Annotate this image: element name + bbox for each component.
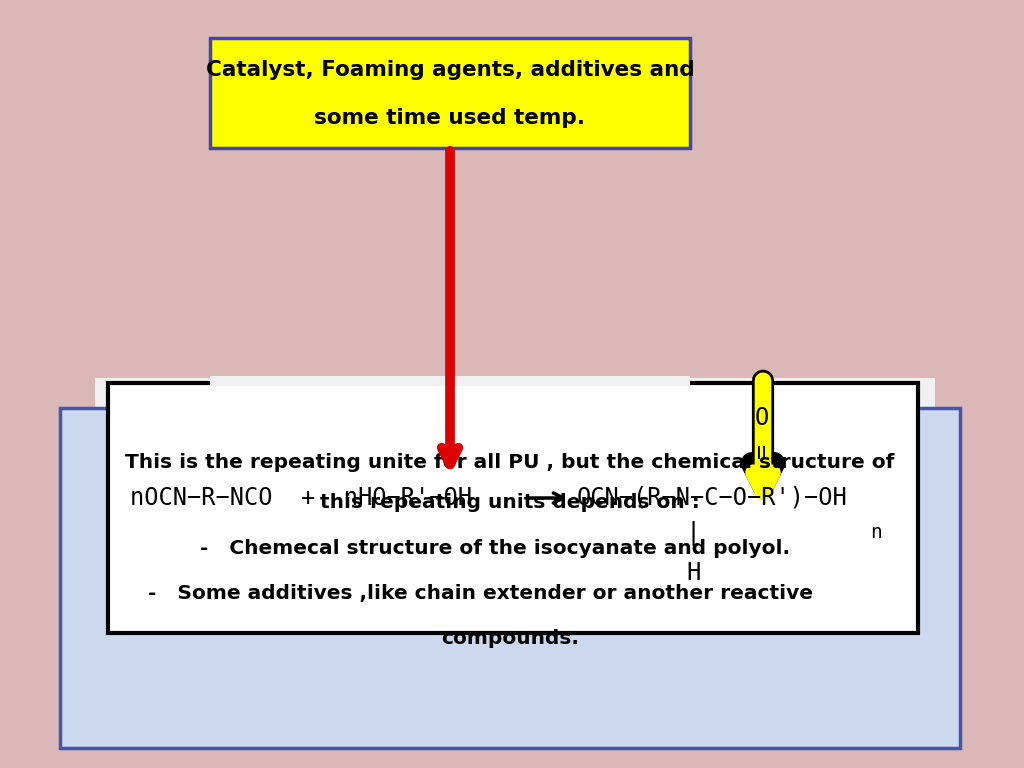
Text: nOCN−R−NCO  +  nHO−R'−OH: nOCN−R−NCO + nHO−R'−OH [130, 486, 472, 510]
FancyBboxPatch shape [95, 378, 935, 658]
Text: n: n [870, 524, 882, 542]
Text: this repeating units depends on :: this repeating units depends on : [321, 494, 699, 512]
Text: OCN−(R−N−C−O−R')−OH: OCN−(R−N−C−O−R')−OH [577, 486, 848, 510]
Text: |: | [685, 521, 700, 545]
Text: =: = [750, 443, 774, 458]
Text: H: H [686, 561, 700, 585]
Text: This is the repeating unite for all PU , but the chemical structure of: This is the repeating unite for all PU ,… [125, 453, 895, 472]
Text: some time used temp.: some time used temp. [314, 108, 586, 128]
Text: -   Chemecal structure of the isocyanate and polyol.: - Chemecal structure of the isocyanate a… [200, 538, 790, 558]
FancyBboxPatch shape [210, 38, 690, 148]
FancyBboxPatch shape [210, 376, 690, 386]
FancyBboxPatch shape [60, 408, 961, 748]
Text: O: O [755, 406, 769, 430]
FancyBboxPatch shape [108, 383, 918, 633]
Text: -   Some additives ,like chain extender or another reactive: - Some additives ,like chain extender or… [147, 584, 812, 603]
Text: compounds.: compounds. [441, 628, 579, 647]
Text: Catalyst, Foaming agents, additives and: Catalyst, Foaming agents, additives and [206, 60, 694, 80]
